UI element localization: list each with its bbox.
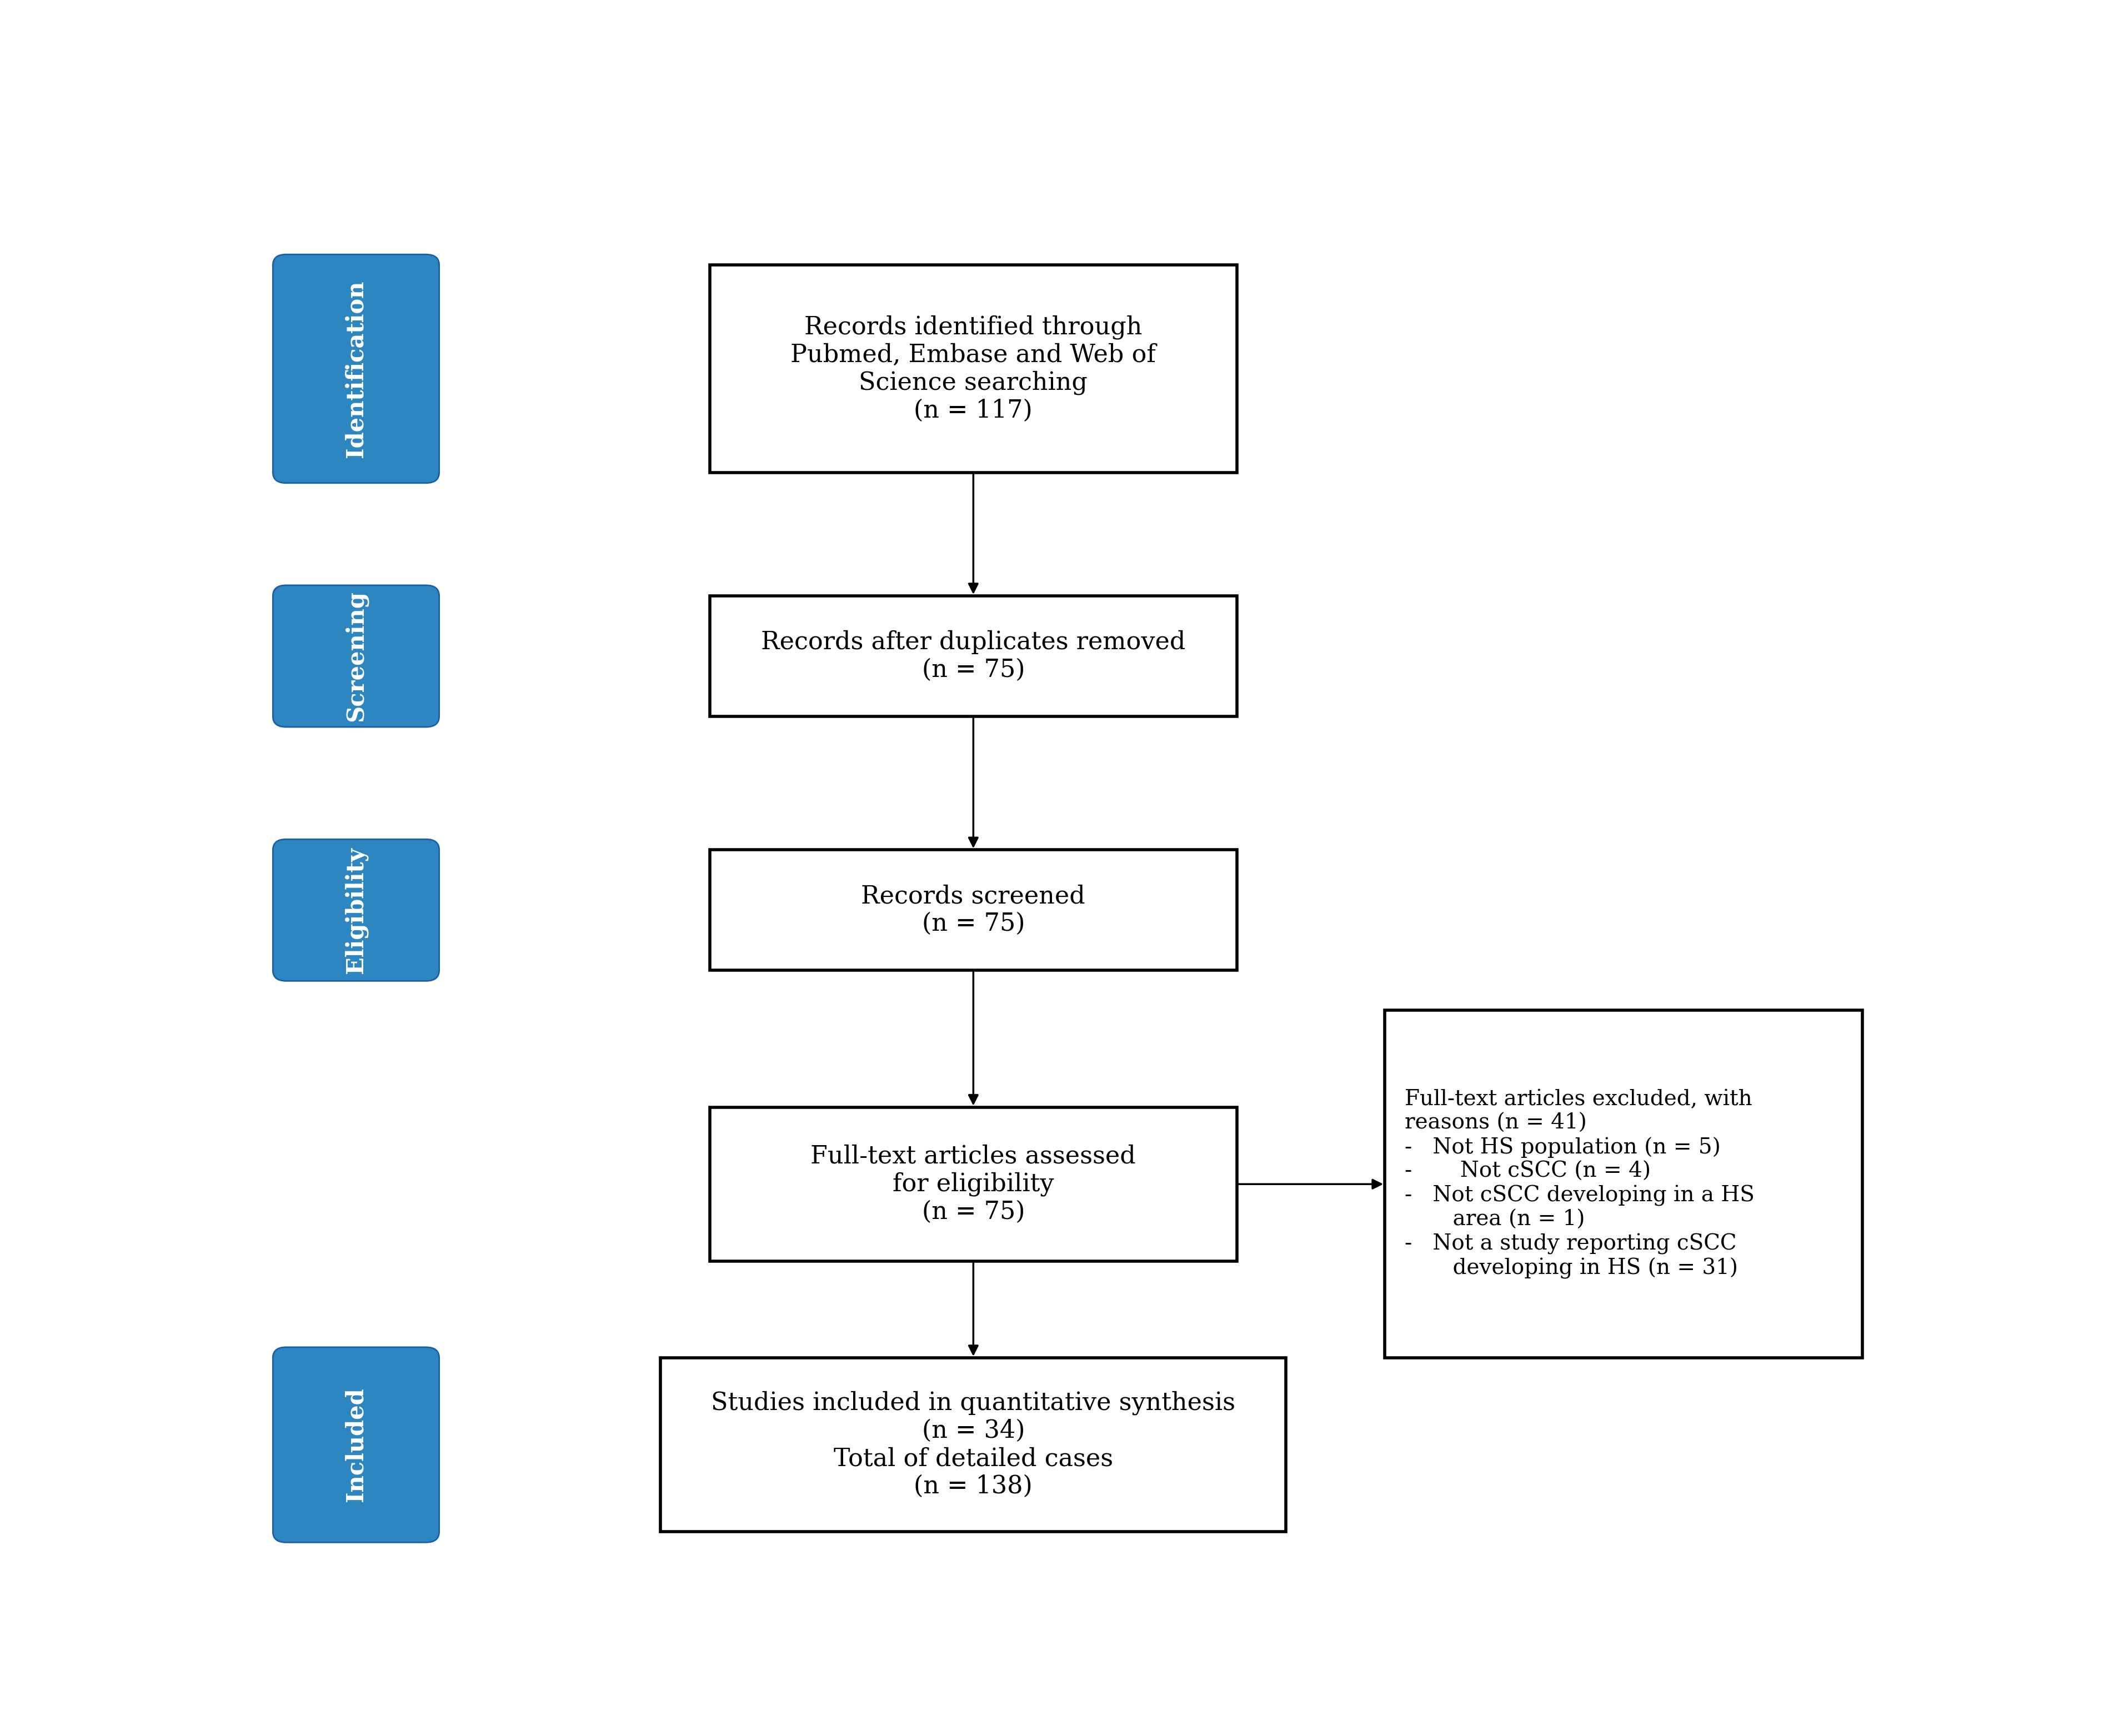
FancyBboxPatch shape xyxy=(1385,1010,1863,1358)
FancyBboxPatch shape xyxy=(272,838,440,981)
FancyBboxPatch shape xyxy=(272,585,440,727)
Text: Records identified through
Pubmed, Embase and Web of
Science searching
(n = 117): Records identified through Pubmed, Embas… xyxy=(790,314,1155,422)
Text: Identification: Identification xyxy=(344,279,367,457)
Text: Full-text articles assessed
for eligibility
(n = 75): Full-text articles assessed for eligibil… xyxy=(811,1144,1136,1224)
FancyBboxPatch shape xyxy=(709,1108,1236,1260)
Text: Included: Included xyxy=(344,1387,367,1502)
FancyBboxPatch shape xyxy=(709,851,1236,970)
FancyBboxPatch shape xyxy=(272,1347,440,1542)
Text: Studies included in quantitative synthesis
(n = 34)
Total of detailed cases
(n =: Studies included in quantitative synthes… xyxy=(712,1391,1236,1498)
FancyBboxPatch shape xyxy=(709,266,1236,472)
Text: Full-text articles excluded, with
reasons (n = 41)
-   Not HS population (n = 5): Full-text articles excluded, with reason… xyxy=(1404,1088,1754,1279)
FancyBboxPatch shape xyxy=(661,1358,1285,1531)
Text: Records screened
(n = 75): Records screened (n = 75) xyxy=(860,884,1085,936)
FancyBboxPatch shape xyxy=(272,255,440,483)
Text: Screening: Screening xyxy=(344,590,367,722)
FancyBboxPatch shape xyxy=(709,595,1236,717)
Text: Eligibility: Eligibility xyxy=(344,847,367,974)
Text: Records after duplicates removed
(n = 75): Records after duplicates removed (n = 75… xyxy=(760,630,1185,682)
